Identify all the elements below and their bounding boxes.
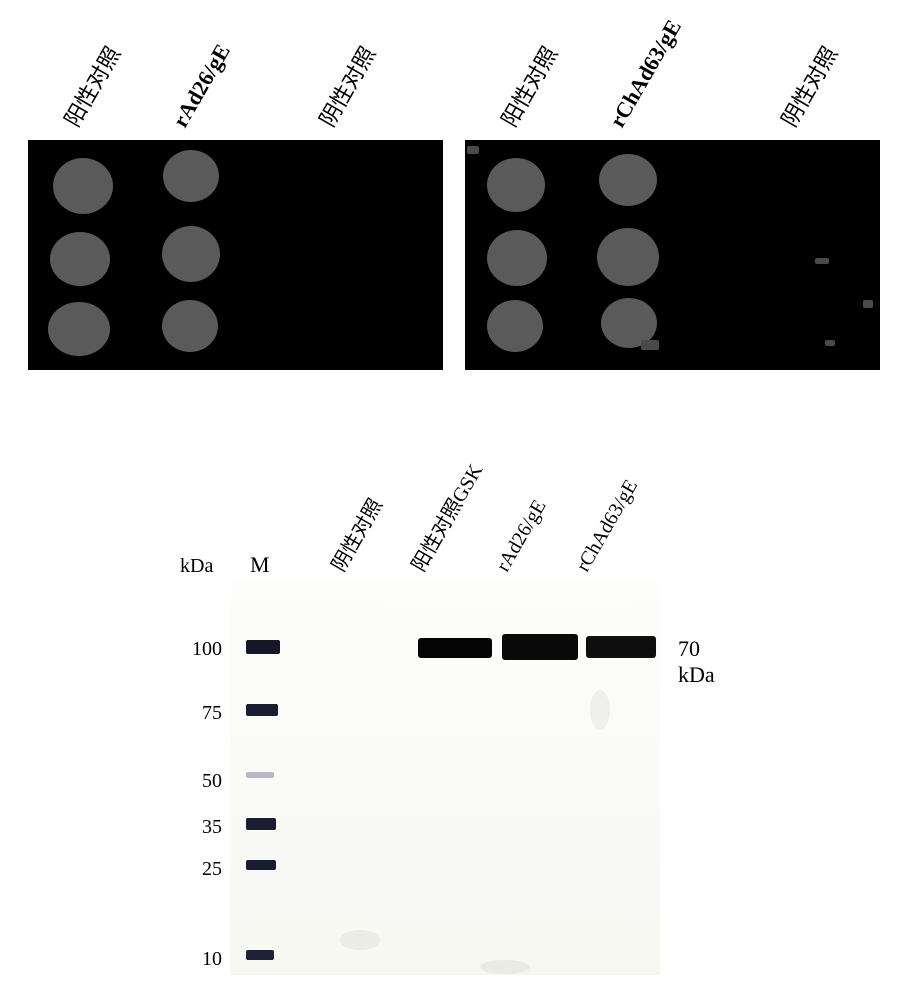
wb-lane-label: rChAd63/gE [572,476,643,576]
mw-tick-label: 10 [182,948,222,971]
mw-tick-label: 25 [182,858,222,881]
wb-lane-label: 阴性对照 [323,492,388,576]
dot-blot-panels: 阳性对照 rAd26/gE 阴性对照 阳性对照 rChAd63/gE 阴性对照 [0,0,908,370]
blot-spot [597,228,659,286]
mw-tick-label: 75 [182,702,222,725]
ladder-band [246,704,278,716]
wb-lane-label: rAd26/gE [492,496,551,576]
mw-tick-label: 35 [182,816,222,839]
sample-band [418,638,492,658]
wb-membrane [230,580,660,975]
ladder-band [246,860,276,870]
ladder-band [246,818,276,830]
blot-spot [162,226,220,282]
membrane-smudge [480,960,530,974]
artifact-speck [467,146,479,154]
artifact-speck [863,300,873,308]
ladder-band [246,772,274,778]
sample-band [586,636,656,658]
mw-tick-label: 50 [182,770,222,793]
artifact-speck [815,258,829,264]
left-panel-labels: 阳性对照 rAd26/gE 阴性对照 [28,0,443,140]
lane-label: rAd26/gE [167,40,235,132]
result-band-size-label: 70 kDa [678,636,740,688]
ladder-band [246,640,280,654]
blot-spot [50,232,110,286]
blot-spot [163,150,219,202]
lane-label: 阳性对照 [492,40,564,132]
western-blot-section: kDa M 阴性对照阳性对照GSKrAd26/gErChAd63/gE 1007… [180,430,740,580]
wb-lane-labels: kDa M 阴性对照阳性对照GSKrAd26/gE rChAd63/gE [180,430,740,580]
artifact-speck [825,340,835,346]
blot-spot [487,300,543,352]
lane-label: rChAd63/gE [604,15,686,132]
blot-spot [487,230,547,286]
blot-spot [599,154,657,206]
right-panel-wrap: 阳性对照 rChAd63/gE 阴性对照 [465,0,880,370]
mw-tick-label: 100 [182,638,222,661]
lane-label: 阳性对照 [55,40,127,132]
blot-spot [48,302,110,356]
membrane-smudge [340,930,380,950]
left-panel-wrap: 阳性对照 rAd26/gE 阴性对照 [28,0,443,370]
ladder-band [246,950,274,960]
lane-label: 阴性对照 [772,40,844,132]
lane-label: 阴性对照 [310,40,382,132]
sample-band [502,634,578,660]
marker-lane-label: M [250,552,270,578]
right-panel-labels: 阳性对照 rChAd63/gE 阴性对照 [465,0,880,140]
blot-spot [162,300,218,352]
blot-spot [53,158,113,214]
blot-spot [487,158,545,212]
artifact-speck [641,340,659,350]
membrane-smudge [590,690,610,730]
wb-lane-label: 阳性对照GSK [403,458,488,576]
left-blot-panel [28,140,443,370]
right-blot-panel [465,140,880,370]
kda-unit-label: kDa [180,555,213,578]
